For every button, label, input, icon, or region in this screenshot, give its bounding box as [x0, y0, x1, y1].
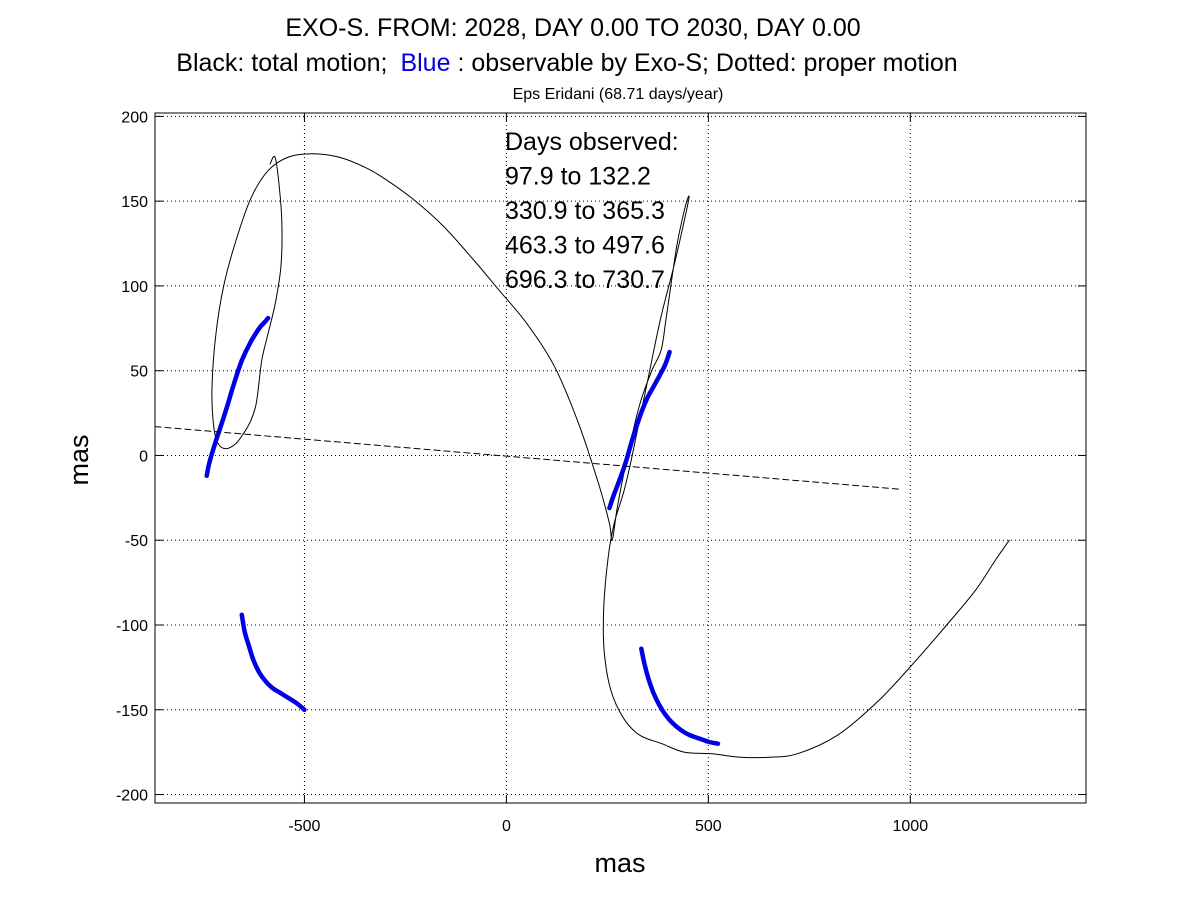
legend-blue-text: Blue — [400, 49, 450, 77]
y-tick-label: -200 — [116, 788, 148, 805]
y-axis-label: mas — [64, 434, 94, 485]
y-tick-label: -150 — [116, 703, 148, 720]
annotation-line: 696.3 to 730.7 — [505, 266, 665, 294]
annotation-heading: Days observed: — [505, 128, 679, 156]
legend-rest-text: : observable by Exo-S; Dotted: proper mo… — [457, 49, 957, 77]
chart-title-line2: Black: total motion; Blue : observable b… — [176, 49, 957, 77]
y-tick-label: 50 — [130, 364, 148, 381]
observable-segment-4 — [639, 646, 721, 746]
x-tick-label: 500 — [695, 818, 722, 835]
x-axis-label: mas — [594, 848, 645, 878]
x-tick-label: 1000 — [893, 818, 929, 835]
y-tick-label: 150 — [121, 194, 148, 211]
observable-segment-1 — [204, 315, 271, 479]
legend-black-text: Black: total motion; — [176, 49, 387, 77]
annotation-line: 463.3 to 497.6 — [505, 232, 665, 260]
annotation-line: 97.9 to 132.2 — [505, 163, 651, 191]
y-tick-label: -100 — [116, 618, 148, 635]
plot-area: -500 0 500 1000200150100500-50-100-150-200D… — [116, 109, 1087, 835]
y-tick-label: -50 — [125, 533, 148, 550]
chart-subtitle: Eps Eridani (68.71 days/year) — [513, 86, 724, 103]
chart-title: EXO-S. FROM: 2028, DAY 0.00 TO 2030, DAY… — [285, 14, 860, 42]
observable-segment-2 — [239, 612, 307, 713]
observable-segment-3 — [607, 349, 672, 511]
x-tick-label: -500 — [288, 818, 320, 835]
annotation-line: 330.9 to 365.3 — [505, 197, 665, 225]
x-tick-label: 0 — [502, 818, 511, 835]
axes-frame — [154, 112, 1087, 804]
y-tick-label: 200 — [121, 109, 148, 126]
y-tick-label: 0 — [139, 448, 148, 465]
y-tick-label: 100 — [121, 279, 148, 296]
total-motion-line — [211, 153, 1010, 759]
proper-motion-line — [155, 426, 903, 490]
